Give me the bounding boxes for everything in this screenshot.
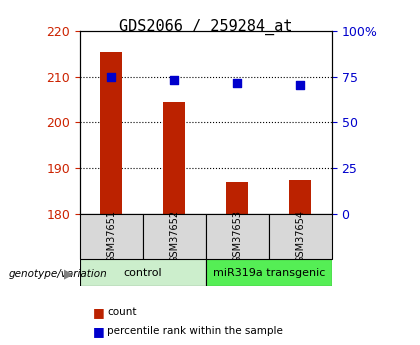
Text: GSM37654: GSM37654 bbox=[295, 210, 305, 263]
Point bbox=[171, 78, 178, 83]
Text: GSM37653: GSM37653 bbox=[232, 210, 242, 263]
Bar bbox=[163, 102, 185, 214]
Text: GSM37652: GSM37652 bbox=[169, 210, 179, 263]
Text: count: count bbox=[107, 307, 136, 317]
Text: ■: ■ bbox=[92, 306, 104, 319]
Text: miR319a transgenic: miR319a transgenic bbox=[213, 268, 325, 277]
Text: percentile rank within the sample: percentile rank within the sample bbox=[107, 326, 283, 336]
Text: GSM37651: GSM37651 bbox=[106, 210, 116, 263]
FancyBboxPatch shape bbox=[80, 214, 143, 259]
FancyBboxPatch shape bbox=[206, 214, 269, 259]
Text: ▶: ▶ bbox=[64, 268, 74, 281]
Text: genotype/variation: genotype/variation bbox=[8, 269, 107, 279]
Point bbox=[108, 74, 115, 80]
Bar bbox=[289, 180, 311, 214]
Text: control: control bbox=[123, 268, 162, 277]
FancyBboxPatch shape bbox=[80, 259, 206, 286]
FancyBboxPatch shape bbox=[206, 259, 332, 286]
Point bbox=[297, 82, 304, 88]
Point bbox=[234, 80, 241, 86]
Bar bbox=[100, 52, 122, 214]
FancyBboxPatch shape bbox=[143, 214, 206, 259]
Bar bbox=[226, 182, 248, 214]
Text: GDS2066 / 259284_at: GDS2066 / 259284_at bbox=[119, 19, 292, 35]
FancyBboxPatch shape bbox=[269, 214, 332, 259]
Text: ■: ■ bbox=[92, 325, 104, 338]
